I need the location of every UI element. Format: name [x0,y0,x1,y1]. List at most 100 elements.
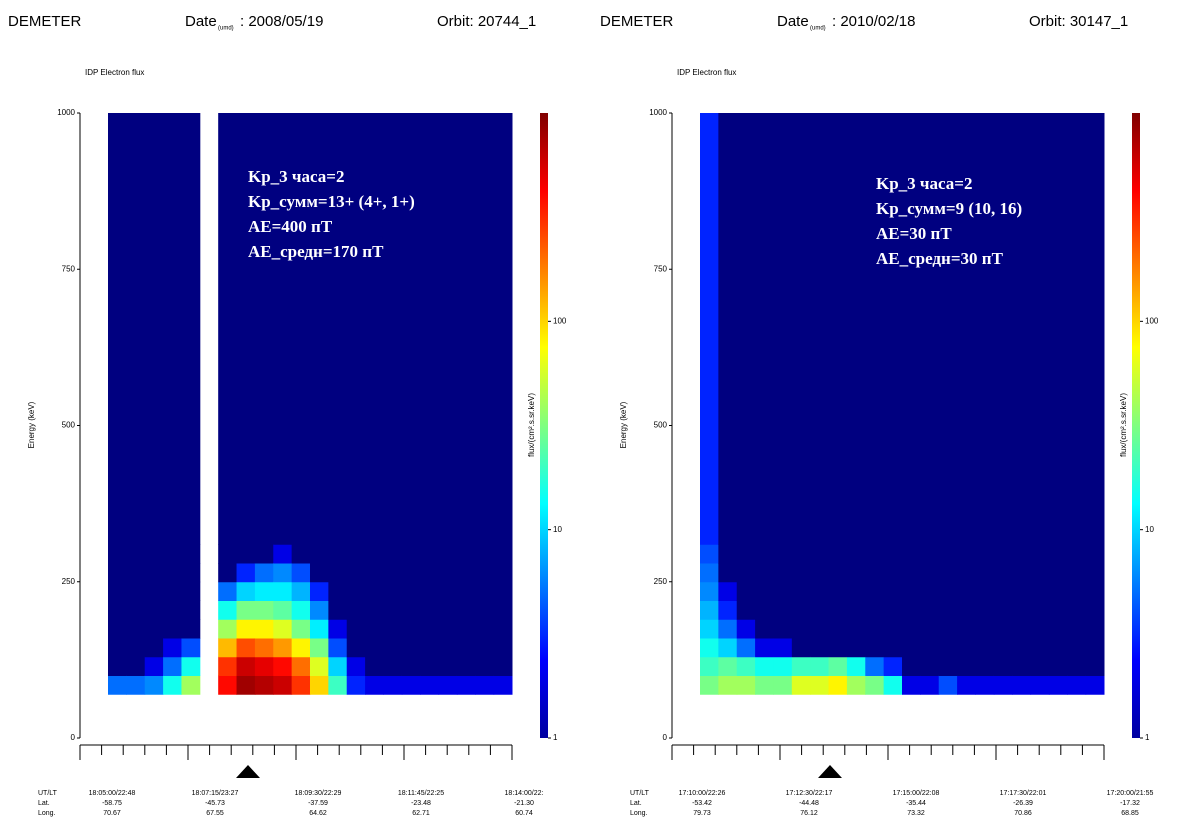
heat-cell [846,675,866,695]
heat-cell [755,581,774,601]
heat-cell [791,113,811,545]
heat-cell [810,581,830,601]
heat-cell [883,656,903,676]
heat-cell [920,675,940,695]
heat-cell [328,638,348,658]
heat-cell [865,544,885,564]
date-value: : 2010/02/18 [832,13,915,30]
heat-cell [254,581,274,601]
heat-cell [902,656,921,676]
heat-cell [700,619,719,639]
heat-cell [108,619,127,639]
colorbar-label: flux/(cm².s.sr.keV) [527,393,536,457]
y-tick-label: 1000 [649,108,667,117]
heat-cell [846,113,866,545]
heat-cell [1067,600,1087,620]
heat-cell [718,544,738,564]
heat-cell [126,675,146,695]
colorbar-tick-label: 100 [553,316,567,325]
heat-cell [475,544,495,564]
heat-cell [493,563,513,583]
heat-cell [420,113,440,545]
heat-cell [310,581,329,601]
heat-cell [236,113,256,545]
heat-cell [993,113,1013,545]
heat-cell [126,638,146,658]
heat-cell [438,675,458,695]
heat-cell [346,600,366,620]
heat-cell [475,675,495,695]
heat-cell [493,675,513,695]
heat-cell [865,600,885,620]
colorbar-tick-label: 1 [553,733,558,742]
heat-cell [438,581,458,601]
heat-cell [865,619,885,639]
heat-cell [1012,656,1032,676]
heat-cell [181,581,201,601]
heat-cell [828,638,848,658]
heat-cell [810,638,830,658]
heat-cell [938,600,958,620]
heat-cell [163,581,182,601]
x-tick-label: 18:14:00/22: [505,790,544,797]
heat-cell [938,675,958,695]
heat-cell [456,563,476,583]
y-tick-label: 0 [663,733,668,742]
heat-cell [493,656,513,676]
heat-cell [902,600,921,620]
x-tick-label: 17:12:30/22:17 [786,790,833,797]
heat-cell [1030,600,1050,620]
heat-cell [957,675,976,695]
heat-cell [236,675,256,695]
heat-cell [883,675,903,695]
heat-cell [938,656,958,676]
colorbar [1132,113,1140,738]
heat-cell [291,600,311,620]
heat-cell [310,113,329,545]
heat-cell [401,113,421,545]
heat-cell [865,638,885,658]
heat-cell [1067,113,1087,545]
heat-cell [846,581,866,601]
heat-cell [957,544,976,564]
heat-cell [718,600,738,620]
heat-cell [218,600,238,620]
x-tick-label: 67.55 [206,810,224,817]
heat-cell [957,563,976,583]
heat-cell [755,563,774,583]
heat-cell [957,619,976,639]
heat-cell [1012,675,1032,695]
heat-cell [791,581,811,601]
heat-cell [144,563,164,583]
heat-cell [108,113,127,545]
heat-cell [938,544,958,564]
heat-cell [975,113,995,545]
heat-cell [218,656,238,676]
heat-cell [456,675,476,695]
heat-cell [328,619,348,639]
heat-cell [957,600,976,620]
heat-cell [181,544,201,564]
heat-cell [254,600,274,620]
heat-cell [383,113,403,545]
heat-cell [1030,544,1050,564]
heat-cell [828,544,848,564]
heat-cell [108,544,127,564]
heat-cell [1012,600,1032,620]
x-row-label: Lat. [38,800,50,807]
heat-cell [1030,656,1050,676]
heat-cell [773,619,793,639]
heat-cell [346,675,366,695]
heat-cell [718,656,738,676]
heat-cell [310,619,329,639]
heat-cell [291,544,311,564]
heat-cell [1085,563,1105,583]
heat-cell [736,113,756,545]
heat-cell [236,656,256,676]
heat-cell [144,638,164,658]
heat-cell [865,563,885,583]
heat-cell [993,675,1013,695]
heat-cell [181,656,201,676]
heat-cell [1030,619,1050,639]
heat-cell [420,675,440,695]
